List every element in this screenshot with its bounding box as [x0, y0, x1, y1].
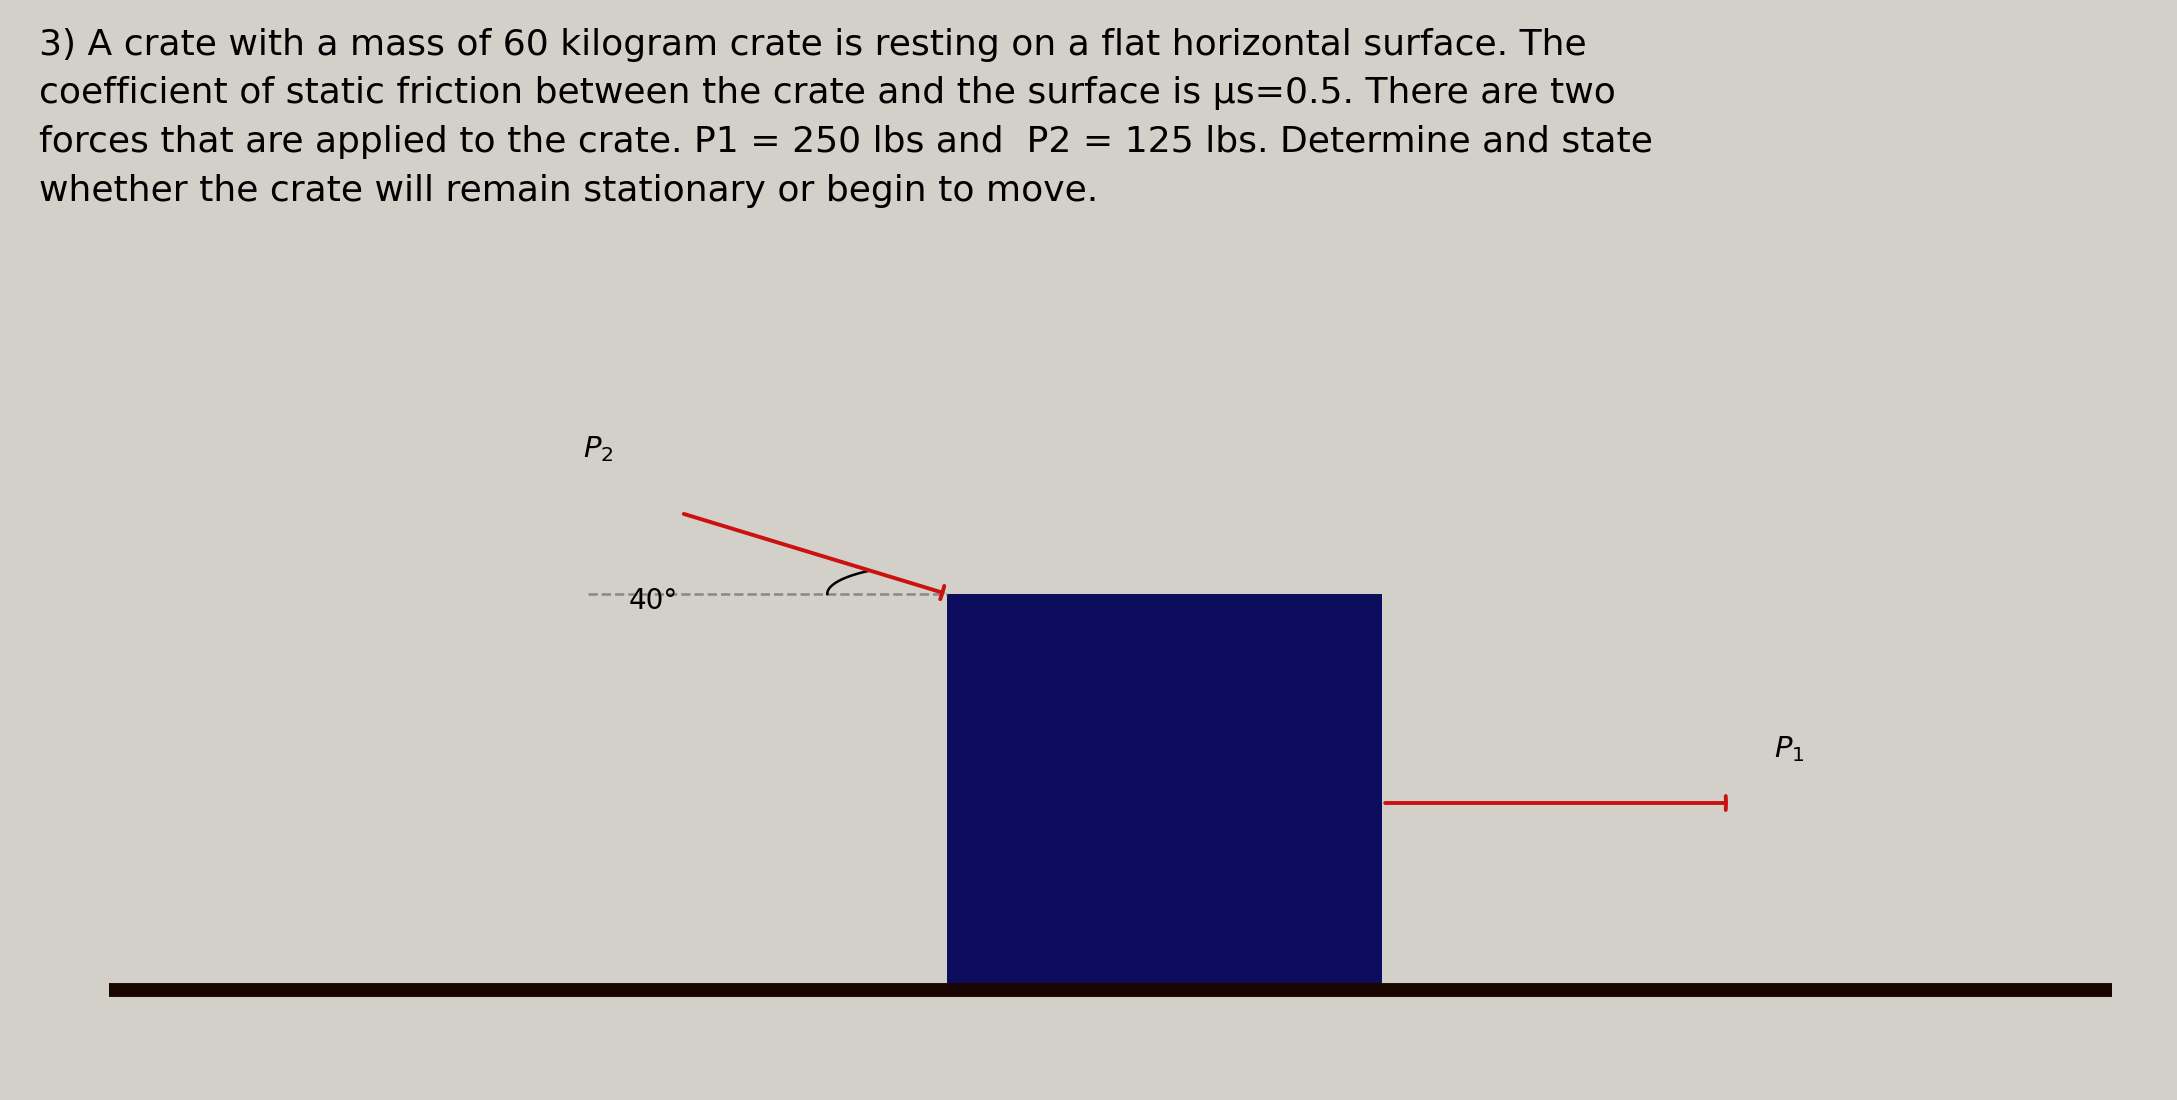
Text: $P_2$: $P_2$ [583, 433, 614, 463]
Text: 3) A crate with a mass of 60 kilogram crate is resting on a flat horizontal surf: 3) A crate with a mass of 60 kilogram cr… [39, 28, 1652, 208]
Bar [947, 594, 1382, 990]
Text: $P_1$: $P_1$ [1774, 735, 1805, 764]
Text: 40°: 40° [629, 586, 679, 615]
